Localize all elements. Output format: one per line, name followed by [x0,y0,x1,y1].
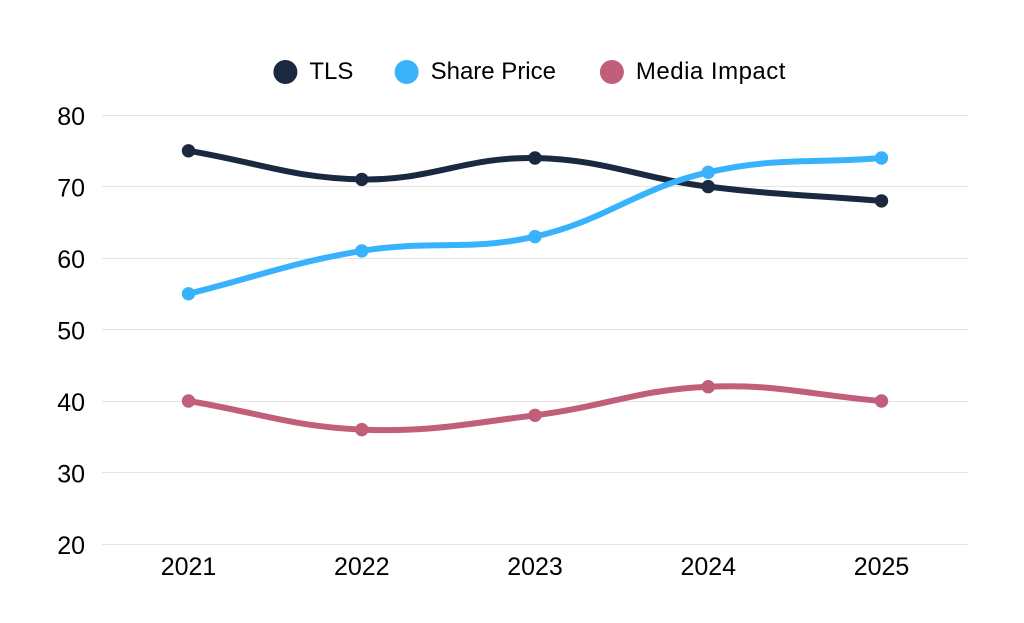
svg-text:80: 80 [57,103,85,131]
svg-text:60: 60 [57,246,85,274]
svg-text:2023: 2023 [507,553,563,581]
svg-text:30: 30 [57,460,85,488]
svg-text:2022: 2022 [334,553,390,581]
svg-text:20: 20 [57,532,85,560]
svg-text:70: 70 [57,175,85,203]
svg-text:Media Impact: Media Impact [636,58,786,85]
svg-text:2021: 2021 [161,553,217,581]
svg-text:50: 50 [57,318,85,346]
svg-text:TLS: TLS [309,58,353,85]
svg-text:2024: 2024 [680,553,736,581]
svg-text:40: 40 [57,389,85,417]
svg-text:2025: 2025 [854,553,910,581]
svg-text:Share Price: Share Price [431,58,556,85]
